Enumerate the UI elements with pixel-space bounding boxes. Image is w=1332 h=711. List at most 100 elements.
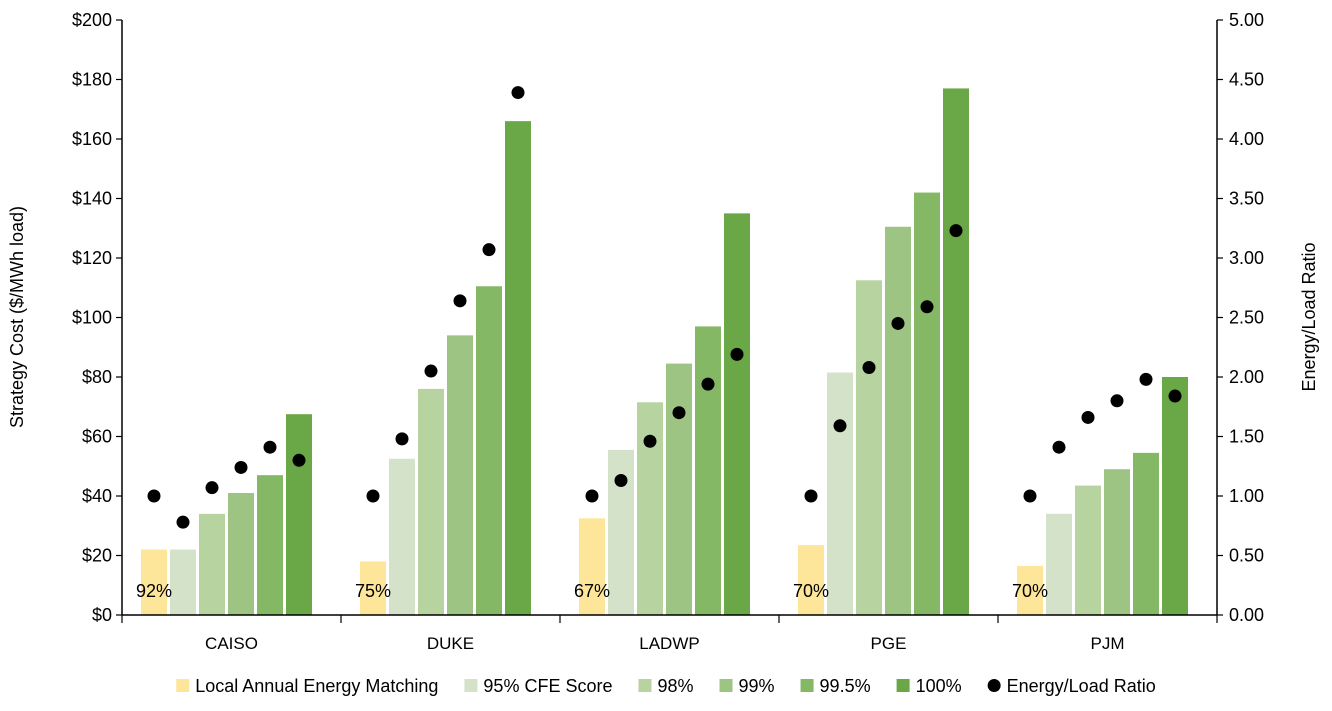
- x-category-label: PGE: [871, 634, 907, 653]
- bar-duke-0: [360, 561, 386, 615]
- bar-ladwp-0: [579, 518, 605, 615]
- legend-label: 99.5%: [820, 676, 871, 696]
- ratio-point-duke-4: [482, 243, 496, 257]
- annotation-duke: 75%: [355, 581, 391, 601]
- bar-caiso-5: [286, 414, 312, 615]
- y-tick-label: $40: [82, 486, 112, 506]
- annotation-pjm: 70%: [1012, 581, 1048, 601]
- ratio-point-caiso-5: [292, 453, 306, 467]
- y-tick-label: $200: [72, 10, 112, 30]
- bars-layer: [141, 88, 1188, 616]
- legend-label: 99%: [739, 676, 775, 696]
- y-tick-label: $140: [72, 189, 112, 209]
- annotation-ladwp: 67%: [574, 581, 610, 601]
- ratio-point-caiso-3: [234, 460, 248, 474]
- bar-pge-1: [827, 372, 853, 615]
- legend-label: Energy/Load Ratio: [1007, 676, 1156, 696]
- y-tick-label: $100: [72, 308, 112, 328]
- ratio-point-ladwp-1: [614, 474, 628, 488]
- legend-swatch: [896, 679, 910, 692]
- y2-axis-title: Energy/Load Ratio: [1299, 242, 1319, 391]
- ratio-point-ladwp-2: [643, 434, 657, 448]
- bar-pge-4: [914, 192, 940, 616]
- x-category-label: CAISO: [205, 634, 258, 653]
- ratio-point-caiso-4: [263, 440, 277, 454]
- y-axis-title: Strategy Cost ($/MWh load): [7, 206, 27, 428]
- ratio-point-pjm-5: [1168, 389, 1182, 403]
- bar-pjm-0: [1017, 565, 1043, 615]
- x-category-label: PJM: [1091, 634, 1125, 653]
- ratio-point-duke-0: [366, 489, 380, 503]
- bar-pge-3: [885, 226, 911, 615]
- y2-tick-label: 4.50: [1229, 70, 1264, 90]
- bar-pge-5: [943, 88, 969, 616]
- bar-caiso-1: [170, 549, 196, 615]
- y2-tick-label: 3.50: [1229, 189, 1264, 209]
- legend: Local Annual Energy Matching 95% CFE Scor…: [176, 676, 1156, 696]
- bar-ladwp-4: [695, 326, 721, 615]
- legend-label: Local Annual Energy Matching: [195, 676, 438, 696]
- legend-swatch-dot: [987, 679, 1001, 692]
- ratio-point-pge-4: [920, 300, 934, 314]
- ratio-point-pge-5: [949, 224, 963, 238]
- ratio-point-pge-0: [804, 489, 818, 503]
- ratio-point-pjm-0: [1023, 489, 1037, 503]
- ratio-point-duke-5: [511, 86, 525, 100]
- bar-pge-2: [856, 280, 882, 615]
- x-category-label: DUKE: [427, 634, 474, 653]
- legend-swatch: [719, 679, 733, 692]
- legend-swatch: [464, 679, 478, 692]
- ratio-point-duke-1: [395, 432, 409, 446]
- bar-pjm-1: [1046, 513, 1072, 615]
- ratio-point-pge-2: [862, 360, 876, 374]
- ratio-point-caiso-2: [205, 481, 219, 495]
- bar-caiso-3: [228, 493, 254, 615]
- y2-tick-label: 1.50: [1229, 427, 1264, 447]
- bar-duke-2: [418, 388, 444, 615]
- legend-label: 98%: [657, 676, 693, 696]
- annotations-layer: 92% 75% 67% 70% 70%: [136, 581, 1048, 601]
- y-tick-label: $160: [72, 129, 112, 149]
- y2-tick-label: 0.50: [1229, 546, 1264, 566]
- bar-ladwp-3: [666, 363, 692, 615]
- ratio-point-duke-2: [424, 364, 438, 378]
- y-tick-label: $80: [82, 367, 112, 387]
- y2-tick-label: 5.00: [1229, 10, 1264, 30]
- bar-pjm-4: [1133, 452, 1159, 615]
- ratio-point-pge-1: [833, 419, 847, 433]
- y-tick-label: $60: [82, 427, 112, 447]
- legend-label: 95% CFE Score: [483, 676, 612, 696]
- x-category-label: LADWP: [639, 634, 699, 653]
- ratio-point-pjm-4: [1139, 372, 1153, 386]
- ratio-point-pjm-2: [1081, 410, 1095, 424]
- y2-tick-label: 4.00: [1229, 129, 1264, 149]
- bar-caiso-2: [199, 513, 225, 615]
- bar-pge-0: [798, 545, 824, 615]
- y-tick-label: $20: [82, 546, 112, 566]
- bar-duke-3: [447, 335, 473, 615]
- y2-tick-label: 1.00: [1229, 486, 1264, 506]
- bar-pjm-3: [1104, 469, 1130, 615]
- legend-swatch: [800, 679, 814, 692]
- bar-ladwp-2: [637, 402, 663, 615]
- bar-pjm-5: [1162, 377, 1188, 615]
- ratio-point-ladwp-4: [701, 377, 715, 391]
- bar-duke-4: [476, 286, 502, 615]
- ratio-points-layer: [147, 86, 1182, 529]
- ratio-point-caiso-0: [147, 489, 161, 503]
- y2-tick-label: 2.50: [1229, 308, 1264, 328]
- bar-duke-1: [389, 458, 415, 615]
- y-tick-label: $180: [72, 70, 112, 90]
- ratio-point-ladwp-5: [730, 347, 744, 361]
- annotation-pge: 70%: [793, 581, 829, 601]
- legend-swatch: [176, 679, 190, 692]
- legend-swatch: [638, 679, 652, 692]
- ratio-point-ladwp-0: [585, 489, 599, 503]
- ratio-point-ladwp-3: [672, 406, 686, 420]
- bar-caiso-4: [257, 475, 283, 615]
- ratio-point-pge-3: [891, 316, 905, 330]
- y2-tick-label: 3.00: [1229, 248, 1264, 268]
- bar-ladwp-5: [724, 213, 750, 615]
- bar-duke-5: [505, 121, 531, 616]
